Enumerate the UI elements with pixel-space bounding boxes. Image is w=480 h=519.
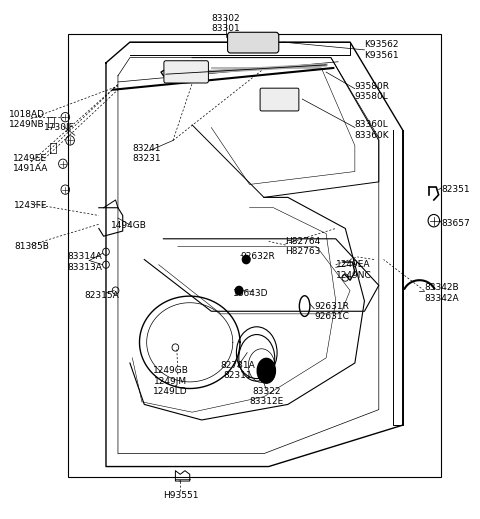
Text: 18643D: 18643D <box>233 289 268 297</box>
Ellipse shape <box>257 358 276 383</box>
Text: 83657: 83657 <box>441 219 470 228</box>
Text: H93551: H93551 <box>163 490 199 499</box>
Text: 92632R: 92632R <box>240 252 275 262</box>
Text: 93580R
93580L: 93580R 93580L <box>355 81 390 101</box>
Text: 1249EE
1491AA: 1249EE 1491AA <box>12 154 48 173</box>
Text: 1243FE: 1243FE <box>14 201 48 210</box>
Text: 1730JF: 1730JF <box>44 123 74 132</box>
Text: 83342B
83342A: 83342B 83342A <box>424 283 459 303</box>
Circle shape <box>242 255 250 264</box>
Text: 82315A: 82315A <box>84 291 119 300</box>
Text: 1249EA
1249NC: 1249EA 1249NC <box>336 260 372 280</box>
Text: 1018AD
1249NB: 1018AD 1249NB <box>9 110 45 129</box>
Text: 92631R
92631C: 92631R 92631C <box>314 302 349 321</box>
Text: 83302
83301: 83302 83301 <box>211 13 240 33</box>
Text: H82764
H82763: H82764 H82763 <box>286 237 321 256</box>
Text: 83360L
83360K: 83360L 83360K <box>355 120 389 140</box>
Text: 83314A
83313A: 83314A 83313A <box>68 252 103 272</box>
FancyBboxPatch shape <box>260 88 299 111</box>
Text: 1494GB: 1494GB <box>111 222 147 230</box>
FancyBboxPatch shape <box>228 32 279 53</box>
Text: 83322
83312E: 83322 83312E <box>249 387 284 406</box>
Text: 82351: 82351 <box>441 185 469 194</box>
Text: K93562
K93561: K93562 K93561 <box>364 40 399 60</box>
FancyBboxPatch shape <box>164 61 208 83</box>
Text: 83241
83231: 83241 83231 <box>132 144 161 163</box>
Text: 1249GB
1249JM
1249LD: 1249GB 1249JM 1249LD <box>153 366 189 396</box>
Bar <box>68 34 441 477</box>
Text: 82781A
82311: 82781A 82311 <box>220 361 255 380</box>
Text: 81385B: 81385B <box>14 242 49 251</box>
Circle shape <box>235 286 243 295</box>
